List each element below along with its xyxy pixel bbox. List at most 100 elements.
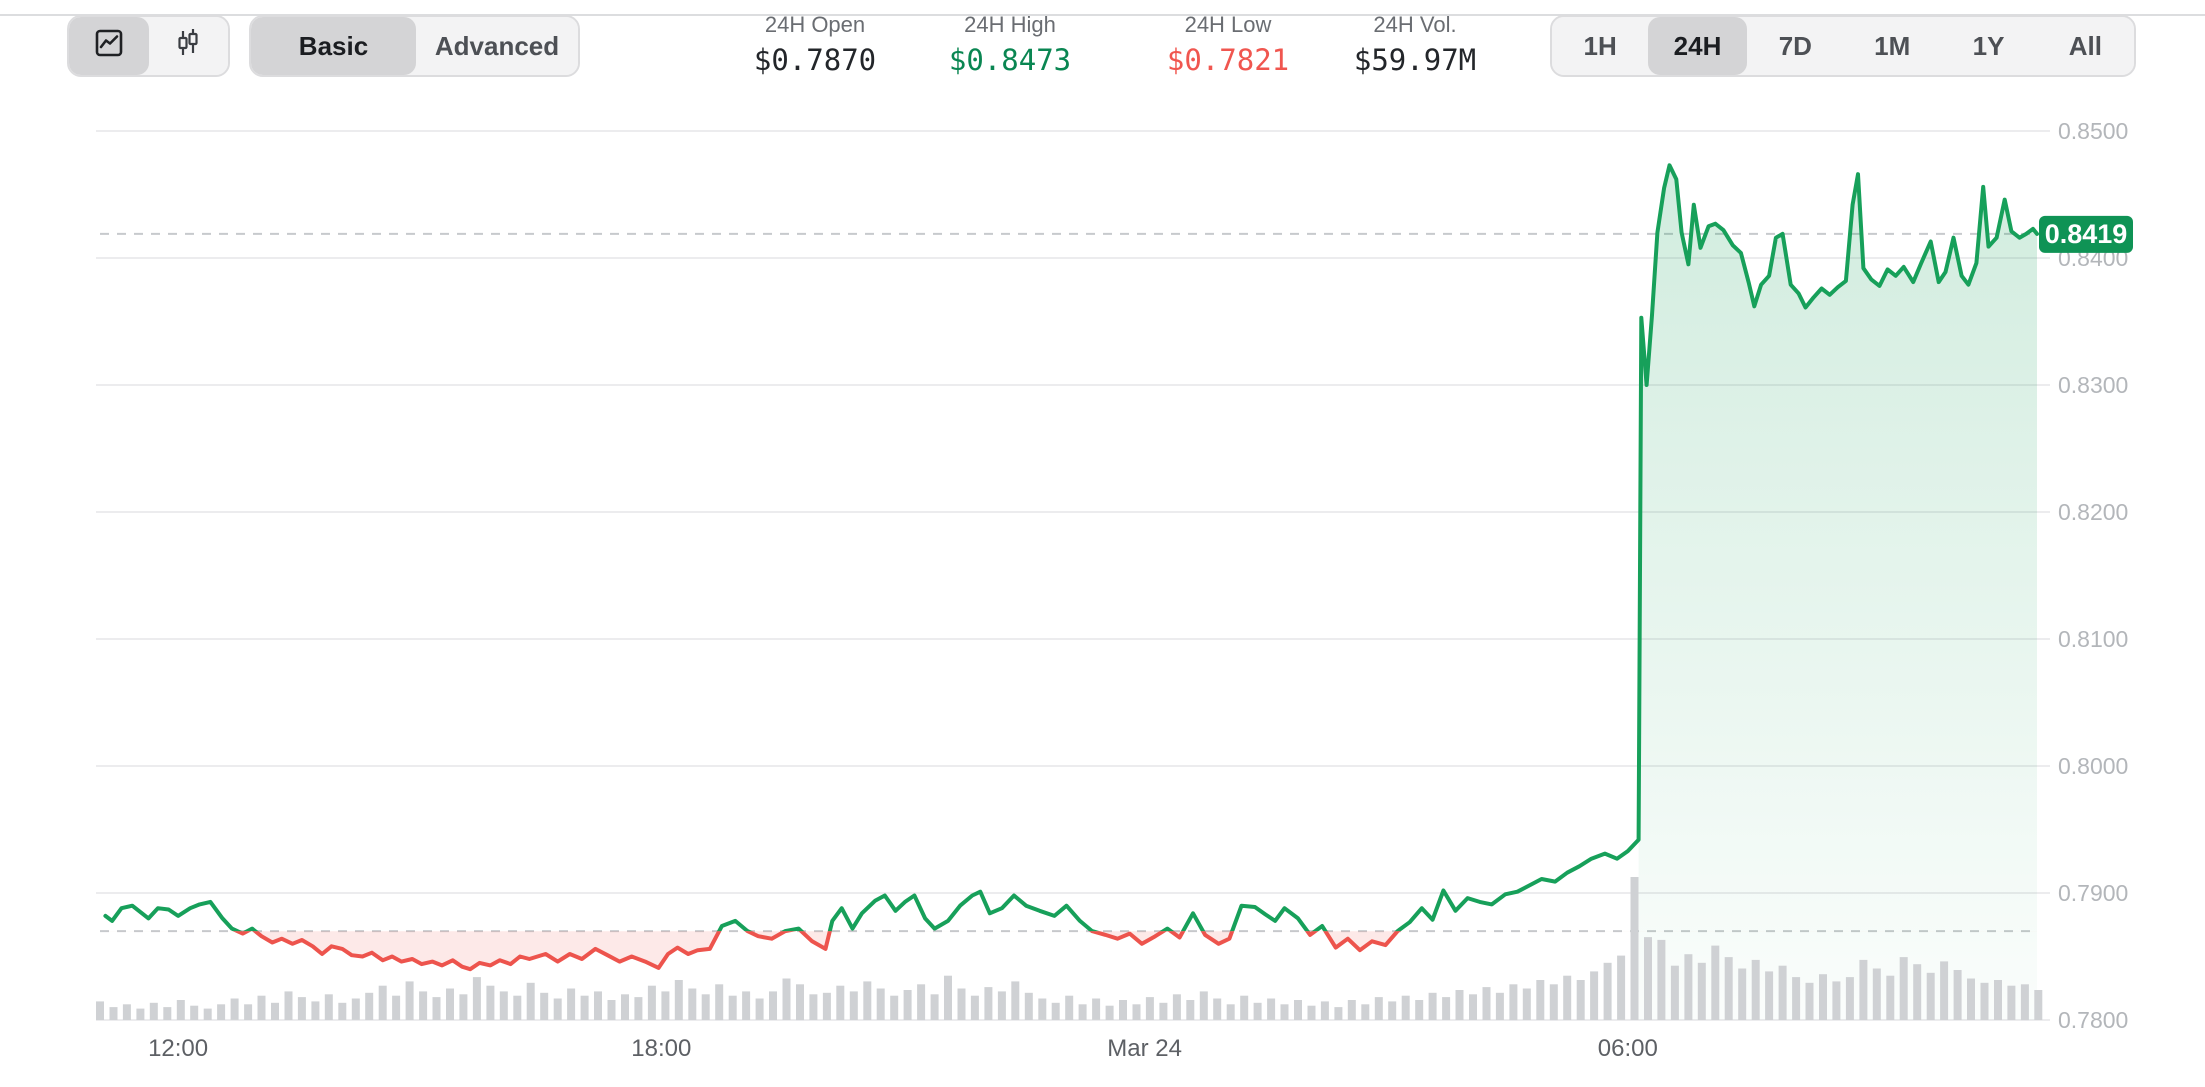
- volume-bar: [1159, 1002, 1168, 1020]
- line-chart-icon: [92, 26, 126, 67]
- volume-bar: [1536, 980, 1545, 1020]
- volume-bar: [1442, 997, 1451, 1020]
- line-chart-button[interactable]: [69, 17, 149, 75]
- chart-type-toggle: [67, 15, 230, 77]
- volume-bar: [1792, 977, 1801, 1020]
- range-1m-label: 1M: [1874, 30, 1911, 61]
- volume-bar: [378, 985, 387, 1020]
- range-all-button[interactable]: All: [2036, 17, 2134, 75]
- volume-bar: [136, 1008, 145, 1020]
- volume-bar: [1469, 994, 1477, 1020]
- volume-bar: [271, 1002, 279, 1020]
- volume-bar: [1724, 957, 1733, 1020]
- volume-bar: [876, 988, 885, 1020]
- volume-bar: [1819, 974, 1827, 1020]
- volume-bar: [822, 992, 831, 1020]
- last-price-badge: [2039, 215, 2133, 253]
- volume-bar: [863, 981, 872, 1020]
- volume-bar: [890, 995, 899, 1020]
- volume-bar: [674, 980, 683, 1020]
- range-24h-button[interactable]: 24H: [1648, 17, 1747, 75]
- volume-bar: [796, 984, 804, 1021]
- volume-bar: [594, 991, 602, 1020]
- stat-volume-label: 24H Vol.: [1373, 12, 1457, 37]
- range-1y-button[interactable]: 1Y: [1940, 17, 2037, 75]
- mode-toggle: Basic Advanced: [249, 15, 580, 77]
- volume-bar: [1886, 975, 1895, 1020]
- time-range-selector: 1H 24H 7D 1M 1Y All: [1550, 15, 2136, 77]
- x-axis-label: 18:00: [631, 1035, 691, 1062]
- volume-bar: [944, 975, 952, 1020]
- volume-bar: [1320, 1001, 1329, 1020]
- volume-bar: [2007, 985, 2016, 1020]
- volume-bars: [96, 877, 2043, 1021]
- volume-bar: [526, 982, 535, 1020]
- stat-low: 24H Low $0.7821: [1167, 10, 1289, 80]
- range-1m-button[interactable]: 1M: [1844, 17, 1941, 75]
- mode-advanced-label: Advanced: [434, 30, 560, 61]
- volume-bar: [1388, 1001, 1397, 1020]
- volume-bar: [149, 1002, 158, 1020]
- range-all-label: All: [2068, 30, 2102, 61]
- x-axis-label: Mar 24: [1107, 1035, 1182, 1062]
- y-axis-label: 0.8000: [2058, 753, 2128, 779]
- volume-bar: [984, 987, 993, 1020]
- volume-bar: [1105, 1005, 1114, 1020]
- range-24h-label: 24H: [1673, 30, 1722, 61]
- mode-basic-label: Basic: [298, 30, 369, 61]
- range-7d-label: 7D: [1778, 30, 1812, 61]
- stat-low-label: 24H Low: [1184, 12, 1272, 37]
- volume-bar: [782, 978, 791, 1020]
- x-axis-label: 06:00: [1598, 1035, 1658, 1062]
- volume-bar: [1253, 1002, 1262, 1020]
- volume-bar: [970, 995, 979, 1020]
- volume-bar: [1374, 997, 1383, 1020]
- volume-bar: [903, 990, 912, 1020]
- volume-bar: [1980, 982, 1989, 1020]
- volume-bar: [1347, 1000, 1356, 1020]
- volume-bar: [580, 995, 589, 1020]
- volume-bar: [1670, 965, 1679, 1020]
- volume-bar: [1482, 987, 1491, 1020]
- volume-bar: [647, 985, 656, 1020]
- y-axis-label: 0.7900: [2058, 880, 2128, 906]
- volume-bar: [1495, 992, 1504, 1020]
- volume-bar: [1657, 939, 1666, 1020]
- mode-advanced-button[interactable]: Advanced: [415, 17, 578, 75]
- volume-bar: [392, 995, 401, 1020]
- volume-bar: [1065, 995, 1074, 1020]
- range-1h-button[interactable]: 1H: [1552, 17, 1649, 75]
- stat-volume-value: $59.97M: [1353, 43, 1477, 77]
- range-1h-label: 1H: [1583, 30, 1617, 61]
- candlestick-chart-button[interactable]: [148, 17, 228, 75]
- volume-bar: [217, 1004, 226, 1020]
- volume-bar: [122, 1004, 131, 1020]
- volume-bar: [1428, 992, 1437, 1020]
- volume-bar: [1294, 1000, 1302, 1020]
- volume-bar: [1132, 1004, 1141, 1020]
- volume-bar: [715, 984, 724, 1021]
- volume-bar: [1145, 997, 1154, 1020]
- volume-bar: [1738, 968, 1747, 1020]
- volume-bar: [997, 991, 1006, 1020]
- range-7d-button[interactable]: 7D: [1746, 17, 1844, 75]
- volume-bar: [1590, 971, 1599, 1020]
- volume-bar: [2020, 984, 2029, 1021]
- mode-basic-button[interactable]: Basic: [251, 17, 416, 75]
- volume-bar: [1415, 1000, 1424, 1020]
- volume-bar: [661, 991, 670, 1020]
- price-line-green: [103, 163, 2039, 932]
- volume-bar: [1011, 981, 1020, 1020]
- y-axis-label: 0.8100: [2058, 626, 2128, 652]
- y-axis-label: 0.8500: [2058, 118, 2128, 144]
- volume-bar: [553, 998, 562, 1020]
- volume-bar: [1994, 980, 2002, 1020]
- volume-bar: [540, 992, 549, 1020]
- x-axis-label: 12:00: [148, 1035, 208, 1062]
- y-axis-labels: 0.85000.84000.83000.82000.81000.80000.79…: [2058, 118, 2128, 1033]
- volume-bar: [1549, 984, 1558, 1021]
- volume-bar: [1240, 995, 1249, 1020]
- volume-bar: [96, 1001, 104, 1020]
